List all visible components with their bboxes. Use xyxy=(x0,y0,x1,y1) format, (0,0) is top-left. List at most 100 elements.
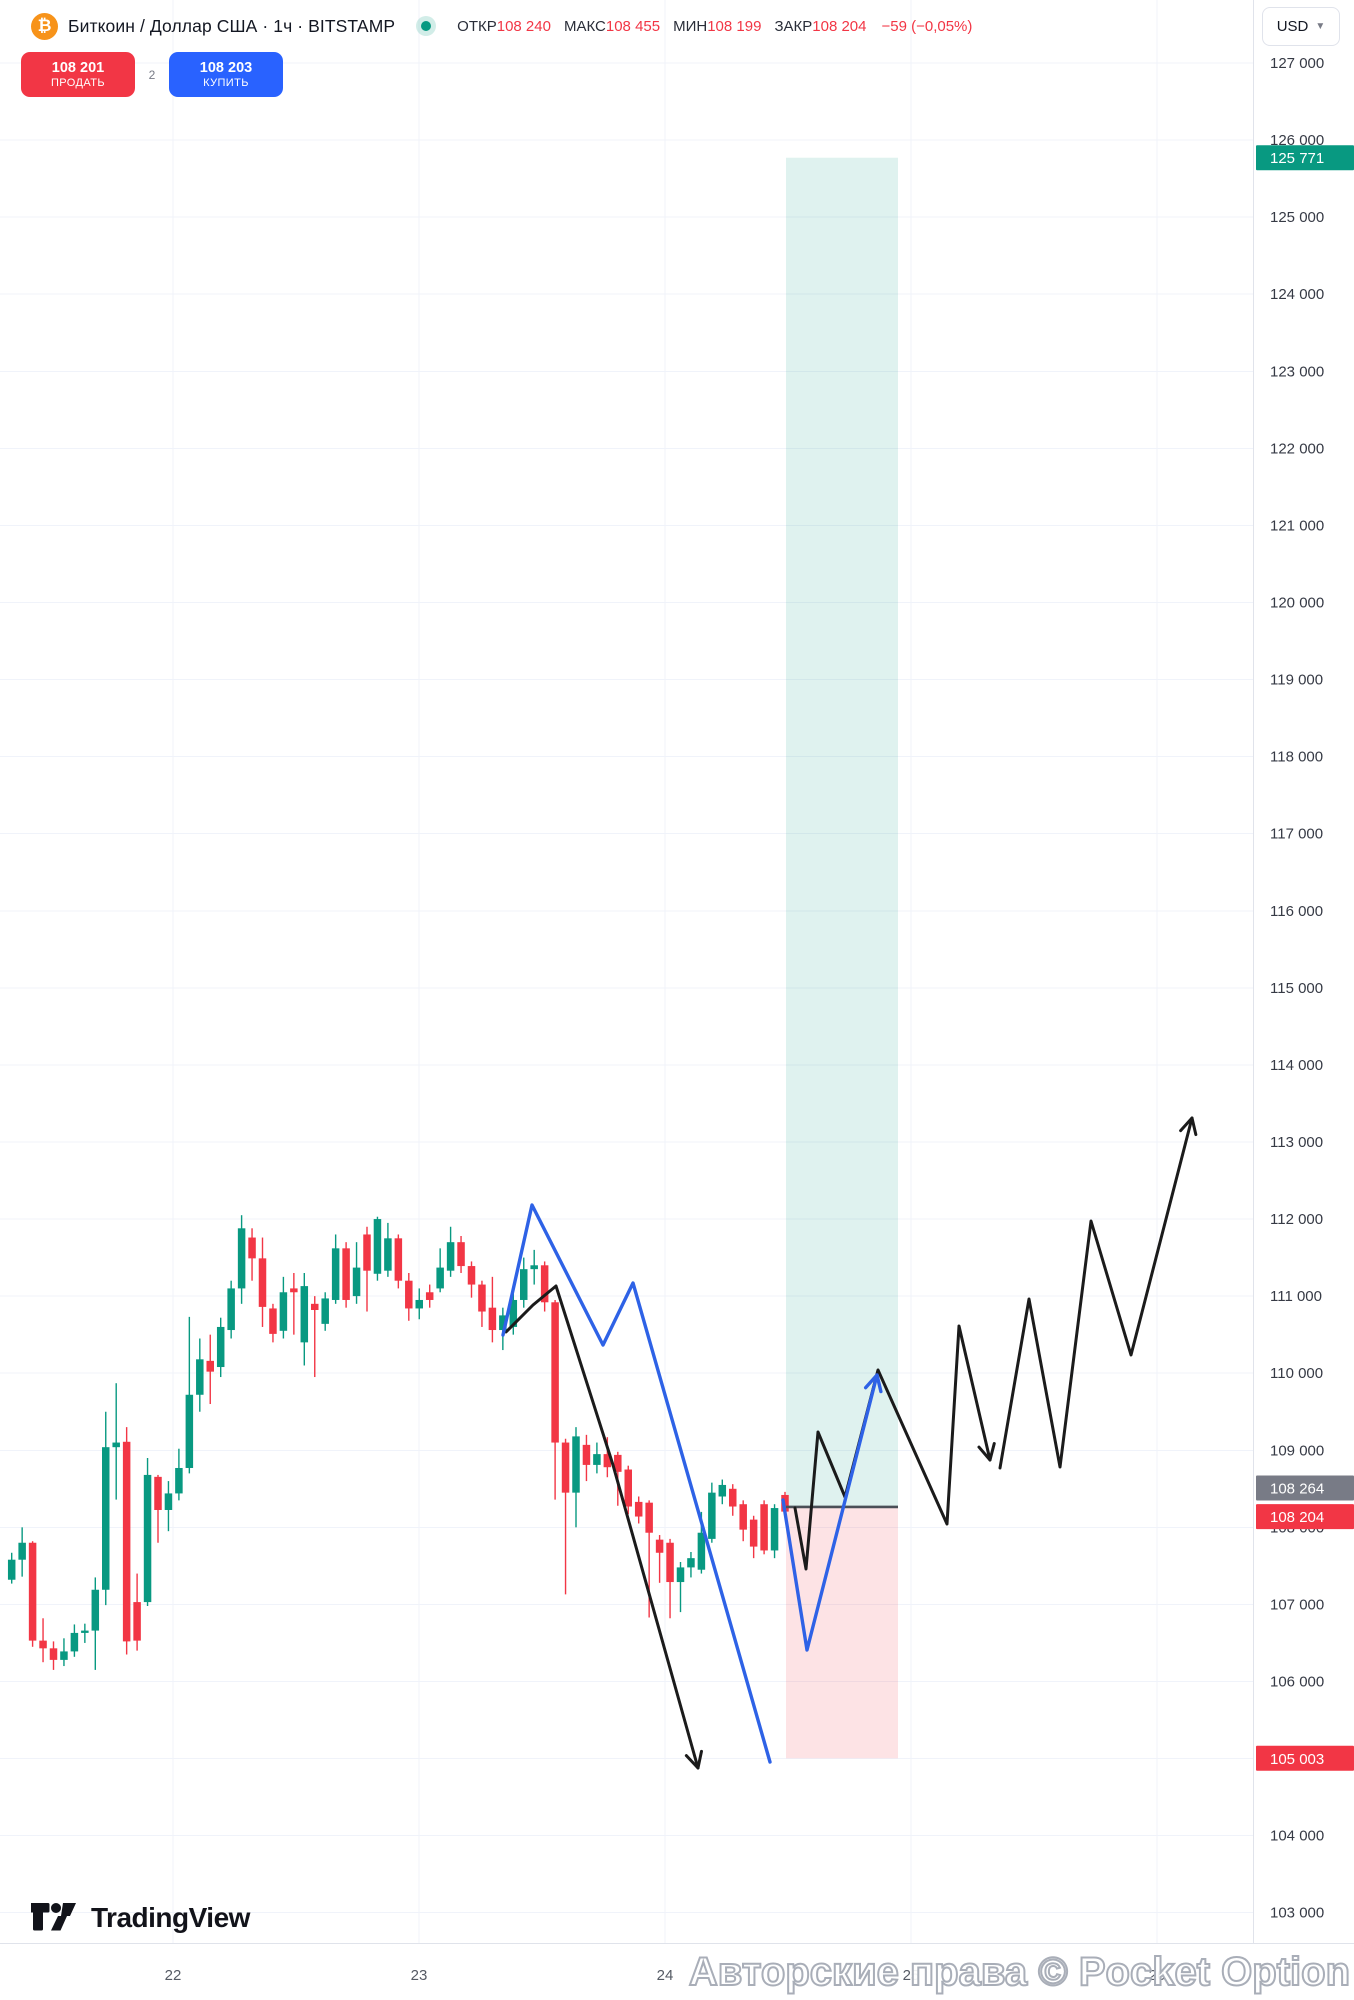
candle-25 xyxy=(269,1303,277,1343)
drawings-layer[interactable] xyxy=(501,1116,1198,1770)
symbol-title[interactable]: Биткоин / Доллар США · 1ч · BITSTAMP xyxy=(68,15,396,36)
candle-49 xyxy=(520,1257,528,1308)
tradingview-logo-icon xyxy=(31,1903,76,1931)
candle-19 xyxy=(206,1334,214,1405)
price-tick-label: 121 000 xyxy=(1270,517,1324,534)
candle-26 xyxy=(279,1276,288,1339)
price-tick-label: 109 000 xyxy=(1270,1442,1324,1459)
candle-43 xyxy=(457,1236,465,1273)
currency-label: USD xyxy=(1276,18,1309,35)
time-tick-label: 26 xyxy=(1149,1967,1166,1984)
trade-panel: 108 201 ПРОДАТЬ 2 108 203 КУПИТЬ xyxy=(21,52,283,97)
candle-55 xyxy=(582,1434,591,1482)
candle-39 xyxy=(415,1288,423,1320)
candle-46 xyxy=(488,1276,497,1343)
candle-1 xyxy=(18,1527,26,1577)
candle-11 xyxy=(122,1427,131,1655)
time-axis[interactable]: 22 23 24 25 26 xyxy=(0,1943,1354,1985)
candle-38 xyxy=(405,1272,413,1321)
candles-layer xyxy=(7,1215,789,1670)
price-tick-label: 116 000 xyxy=(1270,903,1323,920)
price-tick-label: 111 000 xyxy=(1270,1288,1322,1305)
candle-0 xyxy=(7,1552,16,1584)
candle-40 xyxy=(425,1284,434,1308)
sell-price: 108 201 xyxy=(51,59,105,76)
stat-ОТКР: ОТКР108 240 xyxy=(457,17,551,35)
price-tick-label: 118 000 xyxy=(1270,749,1323,766)
stat-МИН: МИН108 199 xyxy=(673,17,762,35)
svg-text:108 264: 108 264 xyxy=(1270,1480,1324,1497)
price-tick-label: 106 000 xyxy=(1270,1673,1324,1690)
candle-8 xyxy=(91,1577,100,1670)
price-axis[interactable]: 127 000 126 000 125 000 124 000 123 000 122 0… xyxy=(1253,0,1354,1943)
price-tick-label: 112 000 xyxy=(1270,1211,1323,1228)
stat-МАКС: МАКС108 455 xyxy=(563,17,661,35)
svg-text:108 204: 108 204 xyxy=(1270,1509,1324,1526)
grid-layer xyxy=(0,0,1253,1943)
candle-62 xyxy=(655,1535,664,1583)
chevron-down-icon: ▼ xyxy=(1315,21,1326,32)
buy-price: 108 203 xyxy=(199,59,253,76)
price-tick-label: 124 000 xyxy=(1270,286,1324,303)
candle-65 xyxy=(687,1551,695,1578)
candle-10 xyxy=(112,1383,120,1500)
price-tick-label: 125 000 xyxy=(1270,209,1324,226)
candle-4 xyxy=(49,1641,58,1670)
candle-56 xyxy=(593,1442,601,1474)
candle-54 xyxy=(572,1427,580,1528)
price-tick-label: 110 000 xyxy=(1270,1365,1323,1382)
time-tick-label: 23 xyxy=(411,1967,428,1984)
candle-7 xyxy=(81,1623,89,1643)
price-tick-label: 103 000 xyxy=(1270,1905,1324,1922)
candle-15 xyxy=(164,1481,173,1532)
price-tick-label: 122 000 xyxy=(1270,440,1324,457)
svg-text:125 771: 125 771 xyxy=(1270,150,1324,167)
blue-bounce-arrow xyxy=(781,1373,879,1652)
price-change: −59 (−0,05%) xyxy=(881,17,973,35)
candle-36 xyxy=(384,1222,392,1277)
candle-63 xyxy=(666,1538,674,1619)
blue-downtrend-line xyxy=(501,1203,772,1764)
price-tick-label: 120 000 xyxy=(1270,594,1324,611)
candle-28 xyxy=(300,1272,309,1366)
buy-label: КУПИТЬ xyxy=(203,76,249,89)
black-forecast-zigzag-2-head xyxy=(1179,1116,1198,1137)
candle-53 xyxy=(561,1438,570,1595)
sell-label: ПРОДАТЬ xyxy=(51,76,105,89)
candle-73 xyxy=(770,1504,779,1559)
tradingview-logo[interactable]: TradingView xyxy=(30,1900,250,1936)
black-forecast-zigzag-2 xyxy=(998,1116,1194,1470)
sell-button[interactable]: 108 201 ПРОДАТЬ xyxy=(21,52,135,97)
candle-51 xyxy=(540,1261,549,1312)
bitcoin-icon: ₿ xyxy=(31,12,58,40)
candle-67 xyxy=(708,1482,716,1543)
black-forecast-zigzag-1-head xyxy=(977,1442,996,1462)
price-tick-label: 115 000 xyxy=(1270,980,1323,997)
currency-selector[interactable]: USD ▼ xyxy=(1262,7,1340,46)
candle-69 xyxy=(729,1484,737,1516)
candle-72 xyxy=(760,1500,768,1555)
candle-42 xyxy=(446,1226,455,1277)
candle-6 xyxy=(70,1624,79,1657)
tradingview-logo-text: TradingView xyxy=(91,1902,250,1933)
candle-23 xyxy=(248,1228,256,1281)
candle-27 xyxy=(290,1272,298,1335)
candle-32 xyxy=(342,1242,350,1308)
blue-bounce-arrow-head xyxy=(863,1373,883,1394)
candle-64 xyxy=(676,1562,685,1613)
spread-value: 2 xyxy=(148,67,156,82)
candle-34 xyxy=(363,1226,371,1312)
candle-24 xyxy=(258,1237,267,1327)
candle-5 xyxy=(60,1638,68,1667)
candle-12 xyxy=(133,1573,141,1651)
price-badge-108264: 108 264 xyxy=(1256,1475,1354,1501)
candle-33 xyxy=(352,1242,361,1304)
candle-70 xyxy=(739,1500,747,1542)
candle-21 xyxy=(227,1280,235,1339)
black-downtrend-arrow-head xyxy=(684,1749,703,1770)
candle-59 xyxy=(624,1465,632,1515)
buy-button[interactable]: 108 203 КУПИТЬ xyxy=(169,52,283,97)
price-tick-label: 123 000 xyxy=(1270,363,1324,380)
